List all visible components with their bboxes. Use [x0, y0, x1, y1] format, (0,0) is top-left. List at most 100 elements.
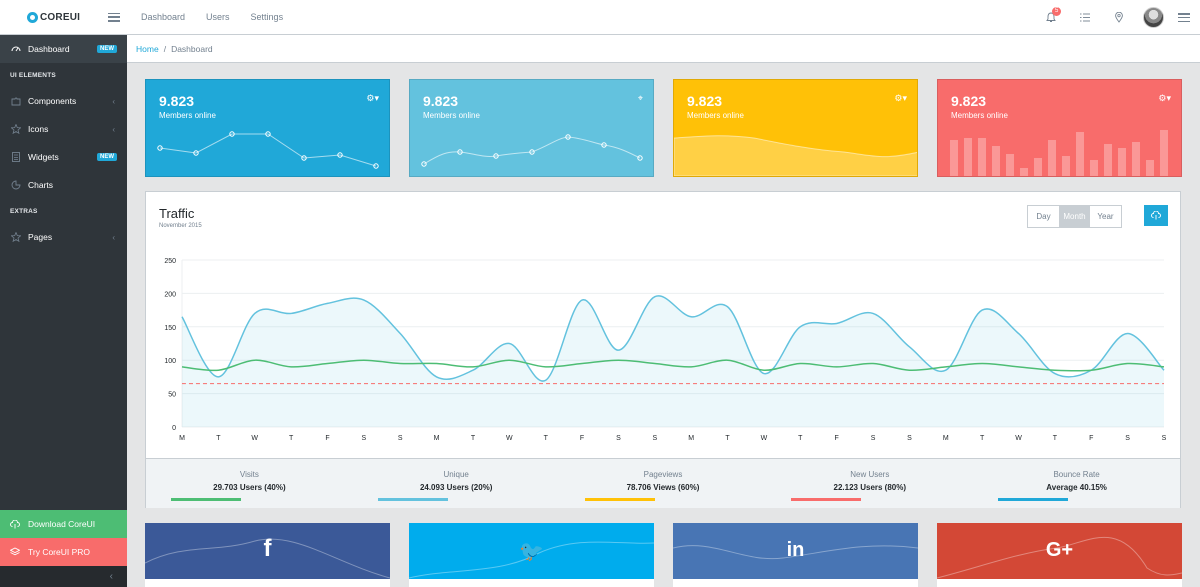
x-tick-label: T: [1053, 435, 1058, 442]
period-month-button[interactable]: Month: [1059, 206, 1090, 227]
breadcrumb-separator: /: [163, 43, 167, 54]
location-pin-icon: ⌖: [637, 93, 643, 103]
x-tick-label: T: [471, 435, 476, 442]
x-tick-label: M: [179, 435, 185, 442]
aside-menu-toggle-button[interactable]: [1178, 13, 1190, 22]
stat-card-members-online: 9.823 Members online ⚙▾: [673, 79, 918, 177]
sidebar-section-title: EXTRAS: [10, 207, 38, 215]
period-day-button[interactable]: Day: [1036, 212, 1051, 221]
sidebar-item-charts[interactable]: Charts: [0, 171, 127, 199]
speedometer-icon: [10, 43, 22, 55]
sparkline-point: [301, 155, 307, 161]
cloud-download-button[interactable]: [1144, 205, 1168, 226]
topnav-users-link[interactable]: Users: [206, 12, 230, 22]
new-badge: NEW: [97, 153, 117, 161]
spark-bar: [1048, 140, 1056, 176]
summary-progress-bar: [171, 498, 241, 501]
sidebar-item-label: Dashboard: [28, 44, 70, 54]
traffic-card: Traffic November 2015 Day Month Year 250…: [145, 191, 1181, 508]
spark-bar: [1132, 142, 1140, 176]
brand-logo[interactable]: COREUI: [0, 11, 95, 23]
gear-dropdown-button[interactable]: ⚙▾: [1158, 93, 1171, 104]
sparkline-point: [421, 161, 427, 167]
sidebar-item-components[interactable]: Components ‹: [0, 87, 127, 115]
social-card-body: [937, 579, 1182, 587]
x-tick-label: W: [506, 435, 513, 442]
stat-label: Members online: [423, 111, 480, 120]
layers-icon: [10, 547, 22, 557]
x-tick-label: T: [725, 435, 730, 442]
spark-bar: [1076, 132, 1084, 176]
sparkline-point: [565, 134, 571, 140]
user-avatar[interactable]: [1143, 7, 1164, 28]
location-pin-button[interactable]: ⌖: [638, 93, 643, 104]
sidebar-item-pages[interactable]: Pages ‹: [0, 223, 127, 251]
topnav-dashboard-link[interactable]: Dashboard: [141, 12, 186, 22]
linkedin-icon[interactable]: in: [786, 539, 805, 561]
spark-bar: [1090, 160, 1098, 176]
stat-value: 9.823: [687, 93, 723, 109]
social-wave: [937, 536, 1182, 579]
x-tick-label: S: [1125, 435, 1130, 442]
summary-visits: Visits 29.703 Users (40%): [146, 459, 353, 508]
app-header: COREUI Dashboard Users Settings 5: [0, 0, 1200, 35]
new-badge: NEW: [97, 45, 117, 53]
sidebar-minimizer-button[interactable]: ‹: [0, 566, 127, 587]
summary-pageviews: Pageviews 78.706 Views (60%): [560, 459, 767, 508]
series-area-fill: [182, 295, 1164, 427]
chevron-left-icon: ‹: [112, 96, 115, 106]
spark-bar: [978, 138, 986, 176]
x-tick-label: T: [289, 435, 294, 442]
summary-title: New Users: [850, 470, 890, 479]
stat-value: 9.823: [159, 93, 195, 109]
sidebar-item-label: Components: [28, 96, 77, 106]
sidebar-item-dashboard[interactable]: Dashboard NEW: [0, 35, 127, 63]
gear-dropdown-button[interactable]: ⚙▾: [894, 93, 907, 104]
spark-bar: [1160, 130, 1168, 176]
summary-value: 24.093 Users (20%): [419, 483, 493, 492]
task-list-button[interactable]: [1068, 0, 1102, 35]
summary-progress-bar: [584, 498, 655, 501]
period-year-button[interactable]: Year: [1097, 212, 1114, 221]
google-plus-icon[interactable]: G+: [1045, 539, 1074, 561]
sparkline-point: [601, 142, 607, 148]
traffic-title: Traffic: [159, 206, 195, 221]
stat-bar-sparkline: [950, 130, 1168, 176]
location-button[interactable]: [1102, 0, 1136, 35]
summary-bounce-rate: Bounce Rate Average 40.15%: [973, 459, 1180, 508]
sparkline-point: [637, 155, 643, 161]
breadcrumb-home-link[interactable]: Home: [136, 43, 159, 54]
spark-bar: [1146, 160, 1154, 176]
cloud-download-icon: [1151, 211, 1161, 220]
gear-dropdown-button[interactable]: ⚙▾: [366, 93, 379, 104]
area-fill: [674, 135, 917, 176]
summary-title: Visits: [239, 470, 259, 479]
notifications-button[interactable]: 5: [1034, 0, 1068, 35]
y-tick-label: 150: [164, 325, 176, 332]
summary-title: Bounce Rate: [1053, 470, 1100, 479]
chevron-left-icon: ‹: [112, 124, 115, 134]
sidebar: Dashboard NEW UI ELEMENTS Components ‹ I…: [0, 35, 127, 587]
sidebar-toggle-button[interactable]: [108, 12, 120, 22]
download-coreui-button[interactable]: Download CoreUI: [0, 510, 127, 538]
x-tick-label: M: [943, 435, 949, 442]
social-wave: [145, 538, 390, 579]
facebook-icon[interactable]: f: [263, 535, 272, 562]
puzzle-icon: [10, 95, 22, 107]
sparkline-point: [373, 163, 379, 169]
twitter-icon[interactable]: 🐦: [519, 541, 544, 563]
star-icon: [10, 123, 22, 135]
period-button-group: Day Month Year: [1027, 205, 1122, 228]
pie-chart-icon: [10, 179, 22, 191]
x-tick-label: M: [688, 435, 694, 442]
try-coreui-pro-button[interactable]: Try CoreUI PRO: [0, 538, 127, 566]
x-tick-label: F: [580, 435, 584, 442]
summary-title: Unique: [443, 470, 469, 479]
topnav-settings-link[interactable]: Settings: [250, 12, 284, 22]
summary-progress-bar: [377, 498, 448, 501]
sidebar-item-widgets[interactable]: Widgets NEW: [0, 143, 127, 171]
sparkline-point: [193, 150, 199, 156]
sidebar-item-icons[interactable]: Icons ‹: [0, 115, 127, 143]
summary-new-users: New Users 22.123 Users (80%): [766, 459, 973, 508]
